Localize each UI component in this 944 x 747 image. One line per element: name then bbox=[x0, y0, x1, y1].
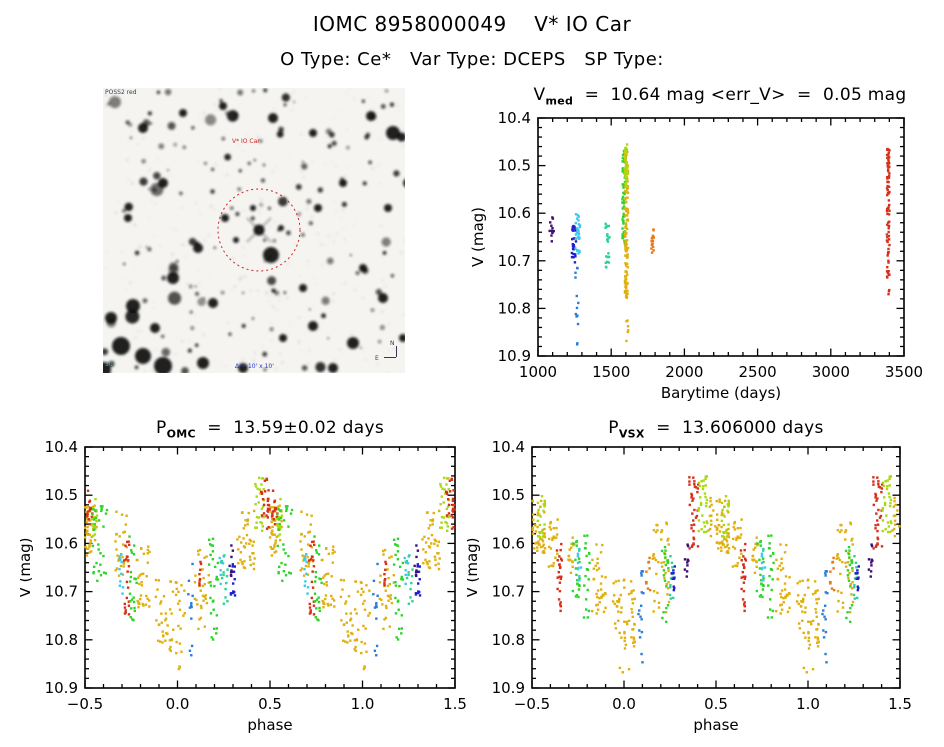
svg-text:10.6: 10.6 bbox=[45, 534, 78, 552]
svg-text:10.7: 10.7 bbox=[492, 583, 525, 601]
compass-north-line bbox=[396, 346, 397, 357]
starfield-image bbox=[103, 88, 405, 373]
svg-text:2000: 2000 bbox=[665, 363, 703, 381]
svg-text:1000: 1000 bbox=[519, 363, 557, 381]
svg-text:10.9: 10.9 bbox=[498, 347, 531, 365]
svg-text:3000: 3000 bbox=[812, 363, 850, 381]
svg-text:0.5: 0.5 bbox=[258, 695, 282, 713]
svg-text:3500: 3500 bbox=[885, 363, 923, 381]
svg-text:10.6: 10.6 bbox=[498, 204, 531, 222]
compass-north-label: N bbox=[390, 340, 395, 347]
phase-omc-canvas: −0.5 0.0 0.5 1.0 1.5 10.4 10.5 10.6 10.7 10.8 10.9… bbox=[20, 438, 467, 734]
page-subtitle: O Type: Ce* Var Type: DCEPS SP Type: bbox=[280, 49, 664, 70]
svg-text:10.4: 10.4 bbox=[492, 438, 525, 456]
phase-omc-title: POMC = 13.59±0.02 days bbox=[85, 418, 455, 440]
title-subscript: OMC bbox=[166, 427, 196, 441]
svg-text:10.5: 10.5 bbox=[498, 157, 531, 175]
svg-text:phase: phase bbox=[693, 716, 738, 734]
page-title: IOMC 8958000049 V* IO Car bbox=[312, 12, 632, 36]
svg-text:10.5: 10.5 bbox=[492, 486, 525, 504]
svg-text:10.8: 10.8 bbox=[45, 631, 78, 649]
svg-text:10.7: 10.7 bbox=[498, 252, 531, 270]
svg-text:10.9: 10.9 bbox=[492, 679, 525, 697]
time-series-plot: Vmed = 10.64 mag <err_V> = 0.05 mag 1000… bbox=[470, 85, 944, 417]
svg-text:Barytime (days): Barytime (days) bbox=[661, 384, 781, 402]
phase-vsx-plot: PVSX = 13.606000 days −0.5 0.0 0.5 1.0 1.5 10… bbox=[467, 415, 927, 747]
svg-text:10.6: 10.6 bbox=[492, 534, 525, 552]
title-text: = 10.64 mag <err_V> = 0.05 mag bbox=[573, 85, 907, 105]
phase-vsx-title: PVSX = 13.606000 days bbox=[532, 418, 900, 440]
finder-scale-label: 30' bbox=[105, 361, 115, 368]
svg-text:10.7: 10.7 bbox=[45, 583, 78, 601]
svg-text:V (mag): V (mag) bbox=[20, 537, 34, 597]
svg-text:10.4: 10.4 bbox=[45, 438, 78, 456]
title-subscript: VSX bbox=[618, 427, 645, 441]
title-text: V bbox=[533, 85, 546, 105]
svg-text:0.5: 0.5 bbox=[704, 695, 728, 713]
svg-text:1500: 1500 bbox=[592, 363, 630, 381]
phase-omc-plot: POMC = 13.59±0.02 days −0.5 0.0 0.5 1.0 1.5 1… bbox=[20, 415, 480, 747]
title-text: P bbox=[608, 418, 619, 438]
svg-text:−0.5: −0.5 bbox=[514, 695, 550, 713]
time-series-title: Vmed = 10.64 mag <err_V> = 0.05 mag bbox=[510, 85, 930, 107]
svg-text:V (mag): V (mag) bbox=[470, 207, 487, 267]
svg-text:1.0: 1.0 bbox=[351, 695, 375, 713]
svg-text:1.0: 1.0 bbox=[796, 695, 820, 713]
svg-text:0.0: 0.0 bbox=[612, 695, 636, 713]
svg-text:−0.5: −0.5 bbox=[67, 695, 103, 713]
phase-vsx-canvas: −0.5 0.0 0.5 1.0 1.5 10.4 10.5 10.6 10.7 10.8 10.9… bbox=[467, 438, 912, 734]
svg-text:10.8: 10.8 bbox=[498, 299, 531, 317]
title-text: P bbox=[156, 418, 167, 438]
svg-text:V (mag): V (mag) bbox=[467, 537, 481, 597]
svg-text:10.4: 10.4 bbox=[498, 109, 531, 127]
svg-text:phase: phase bbox=[247, 716, 292, 734]
svg-text:1.5: 1.5 bbox=[443, 695, 467, 713]
finder-survey-label: POSS2 red bbox=[105, 89, 137, 96]
title-text: = 13.606000 days bbox=[644, 418, 824, 438]
title-text: = 13.59±0.02 days bbox=[195, 418, 384, 438]
compass-east-label: E bbox=[375, 355, 379, 362]
svg-text:0.0: 0.0 bbox=[166, 695, 190, 713]
svg-text:10.5: 10.5 bbox=[45, 486, 78, 504]
finder-chart-image: POSS2 red V* IO Car 30' Δ = 10' x 10' N … bbox=[103, 88, 405, 373]
compass-east-line bbox=[384, 357, 396, 358]
svg-text:2500: 2500 bbox=[739, 363, 777, 381]
time-series-canvas: 1000 1500 2000 2500 3000 3500 10.4 10.5 10.6 10.7… bbox=[470, 109, 923, 402]
title-subscript: med bbox=[545, 94, 574, 108]
finder-target-label: V* IO Car bbox=[232, 138, 260, 145]
finder-size-label: Δ = 10' x 10' bbox=[235, 363, 274, 370]
svg-text:10.8: 10.8 bbox=[492, 631, 525, 649]
svg-text:1.5: 1.5 bbox=[888, 695, 912, 713]
svg-text:10.9: 10.9 bbox=[45, 679, 78, 697]
